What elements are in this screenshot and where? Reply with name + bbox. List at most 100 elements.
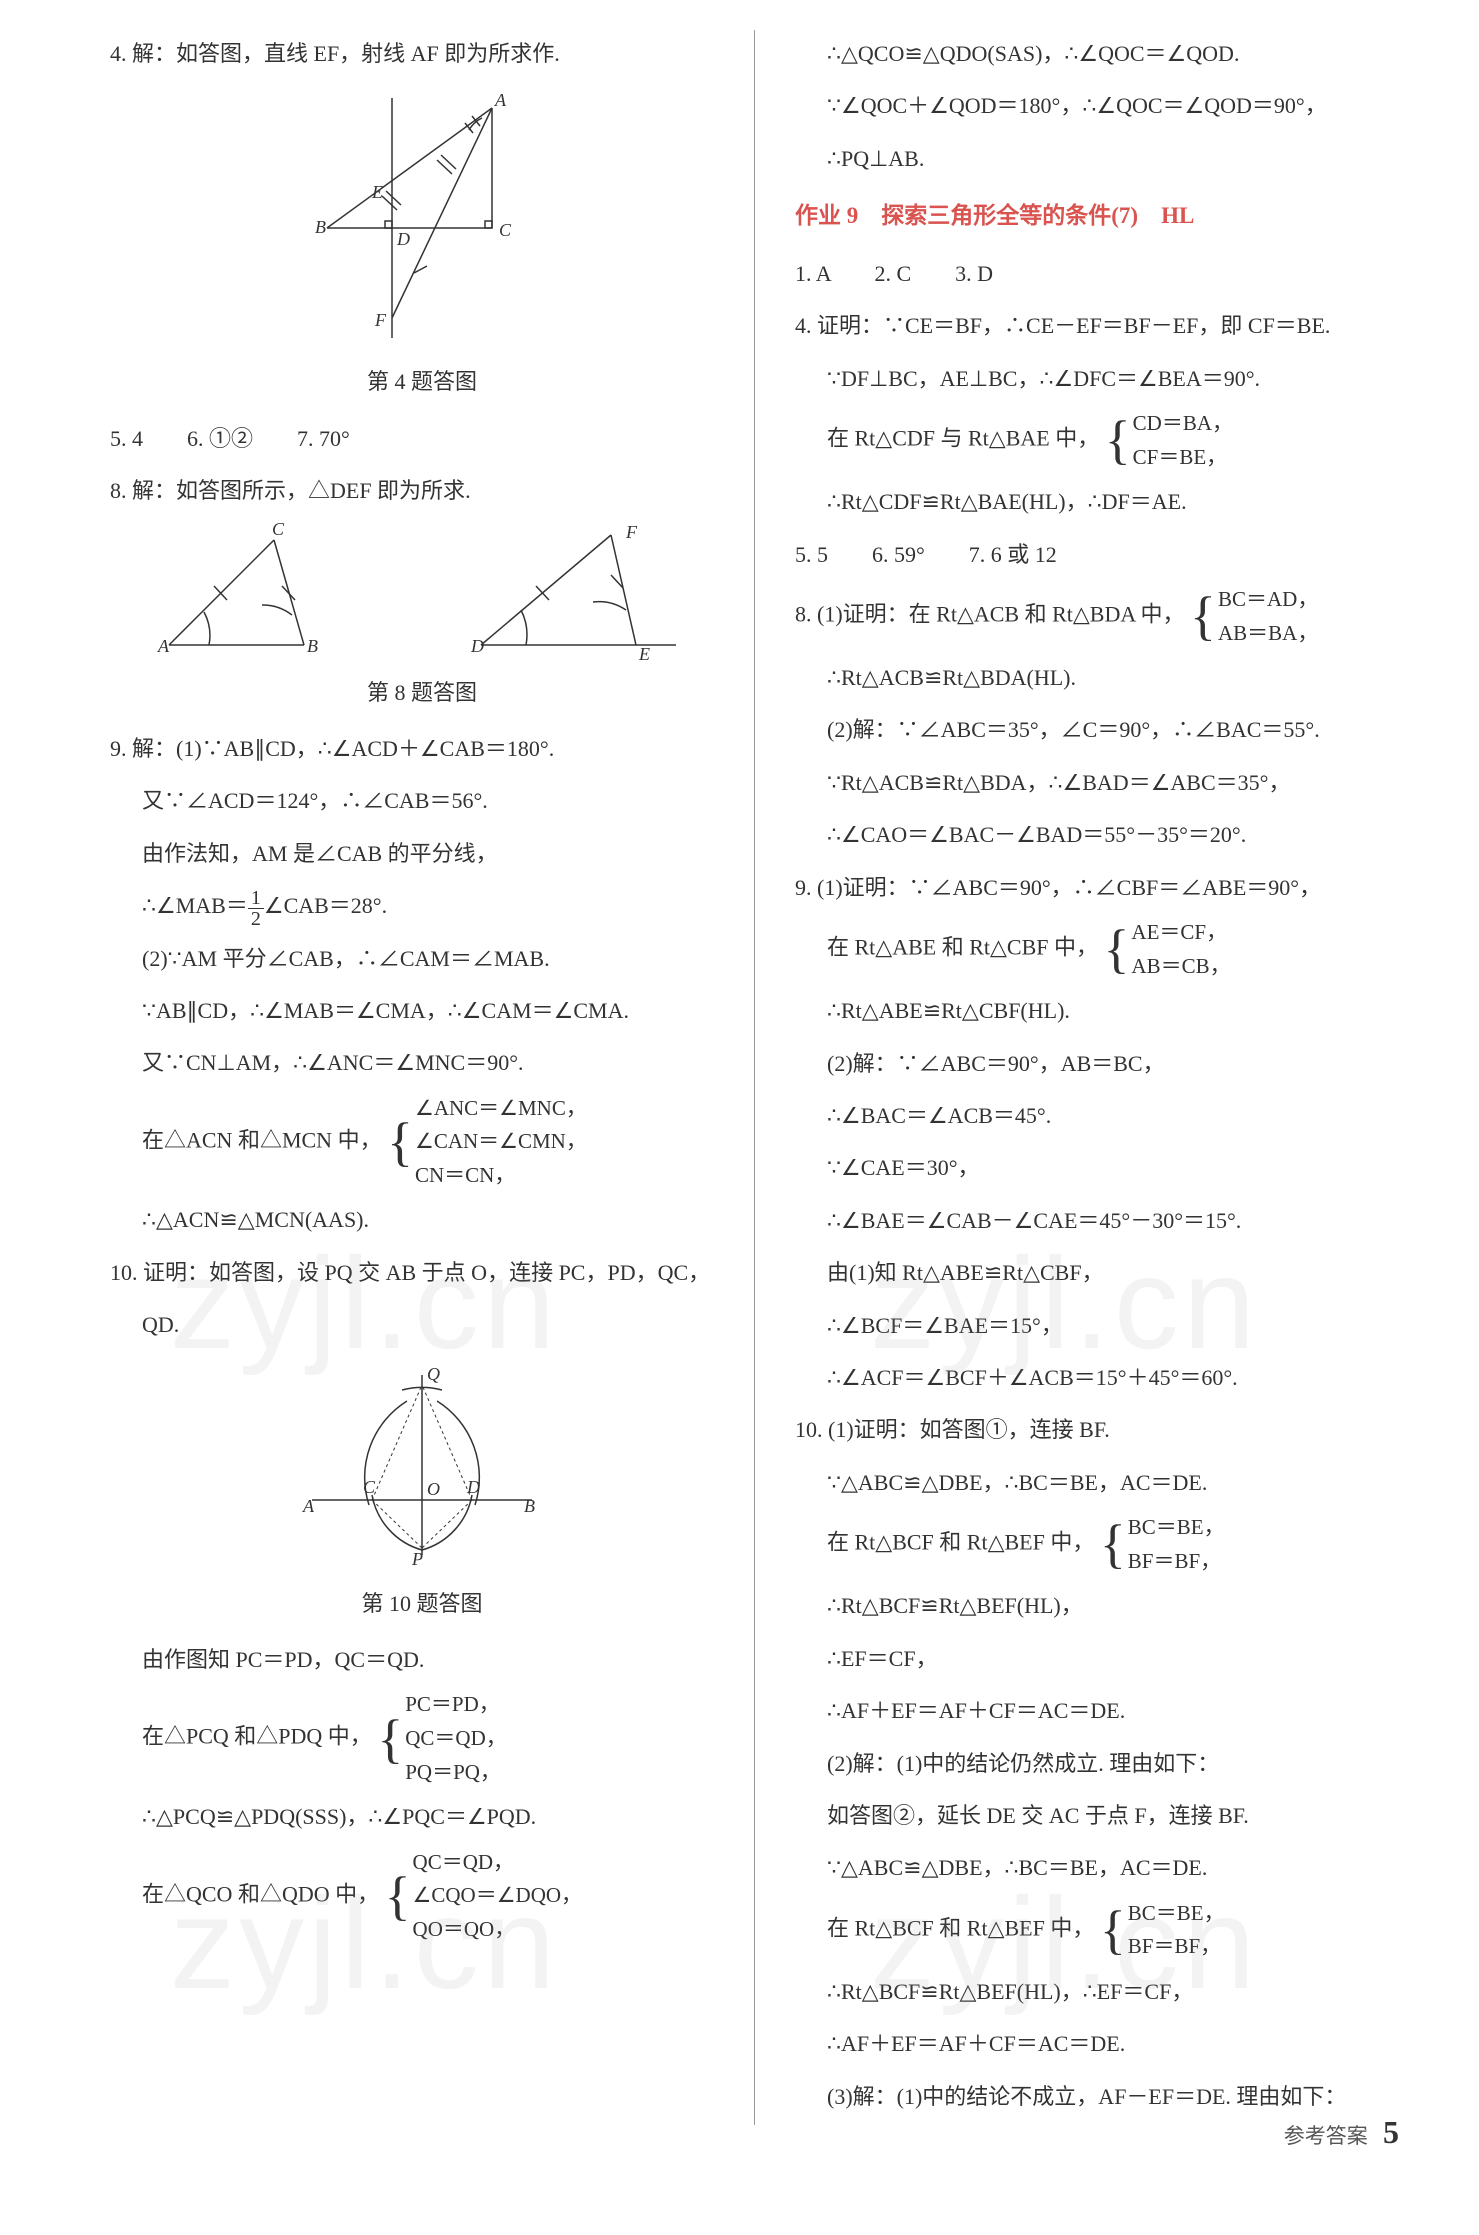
figure-8: CAB FDE <box>110 520 734 665</box>
q9-2c: 又∵CN⊥AM，∴∠ANC＝∠MNC＝90°. <box>110 1039 734 1087</box>
q10-d: 在△QCO 和△QDO 中， { QC＝QD， ∠CQO＝∠DQO， QO＝QO… <box>110 1846 734 1947</box>
page-columns: 4. 解：如答图，直线 EF，射线 AF 即为所求作. <box>110 30 1419 2125</box>
q4-c: 在 Rt△CDF 与 Rt△BAE 中， { CD＝BA， CF＝BE， <box>795 407 1419 474</box>
left-column: 4. 解：如答图，直线 EF，射线 AF 即为所求作. <box>110 30 755 2125</box>
q10-1d: ∴Rt△BCF≌Rt△BEF(HL)， <box>795 1582 1419 1630</box>
q9-2b: ∵AB∥CD，∴∠MAB＝∠CMA，∴∠CAM＝∠CMA. <box>110 987 734 1035</box>
q9-1c: ∴Rt△ABE≌Rt△CBF(HL). <box>795 987 1419 1035</box>
footer-page-number: 5 <box>1383 2114 1399 2150</box>
answers-1-3: 1. A 2. C 3. D <box>795 250 1419 298</box>
svg-text:C: C <box>499 220 512 240</box>
q9-2g: ∴∠ACF＝∠BCF＋∠ACB＝15°＋45°＝60°. <box>795 1354 1419 1402</box>
q9-2d-pre: 在△ACN 和△MCN 中， <box>142 1127 382 1152</box>
cont-a: ∴△QCO≌△QDO(SAS)，∴∠QOC＝∠QOD. <box>795 30 1419 78</box>
svg-text:D: D <box>396 229 410 249</box>
brace-line: PC＝PD， <box>405 1688 507 1722</box>
q10-b: 在△PCQ 和△PDQ 中， { PC＝PD， QC＝QD， PQ＝PQ， <box>110 1688 734 1789</box>
figure-10-caption: 第 10 题答图 <box>110 1580 734 1628</box>
q9-1b: 又∵∠ACD＝124°，∴∠CAB＝56°. <box>110 777 734 825</box>
brace-block: { PC＝PD， QC＝QD， PQ＝PQ， <box>377 1688 506 1789</box>
brace-line: ∠ANC＝∠MNC， <box>415 1092 587 1126</box>
q4-b: ∵DF⊥BC，AE⊥BC，∴∠DFC＝∠BEA＝90°. <box>795 355 1419 403</box>
brace-line: PQ＝PQ， <box>405 1756 507 1790</box>
q4-a: 4. 证明：∵CE＝BF，∴CE－EF＝BF－EF，即 CF＝BE. <box>795 302 1419 350</box>
brace-line: QO＝QO， <box>413 1913 583 1947</box>
brace-line: AE＝CF， <box>1131 916 1230 950</box>
fraction-half: 12 <box>248 888 264 929</box>
page-footer: 参考答案 5 <box>1284 2097 1399 2167</box>
svg-text:C: C <box>363 1477 376 1497</box>
answers-5-6-7: 5. 4 6. ①② 7. 70° <box>110 415 734 463</box>
brace-block: { CD＝BA， CF＝BE， <box>1105 407 1233 474</box>
figure-4: A B C D E F <box>110 88 734 348</box>
q10-2a: (2)解：(1)中的结论仍然成立. 理由如下： <box>795 1740 1419 1788</box>
brace-line: ∠CQO＝∠DQO， <box>413 1879 583 1913</box>
svg-text:C: C <box>272 520 285 539</box>
q8-1-pre: 8. (1)证明：在 Rt△ACB 和 Rt△BDA 中， <box>795 602 1185 627</box>
q9-2c: ∵∠CAE＝30°， <box>795 1144 1419 1192</box>
q10-a: 由作图知 PC＝PD，QC＝QD. <box>110 1636 734 1684</box>
svg-text:E: E <box>638 644 650 664</box>
brace-line: CD＝BA， <box>1133 407 1233 441</box>
q9-1d-post: ∠CAB＝28°. <box>264 893 387 918</box>
q9-2d: 在△ACN 和△MCN 中， { ∠ANC＝∠MNC， ∠CAN＝∠CMN， C… <box>110 1092 734 1193</box>
svg-text:A: A <box>302 1496 315 1516</box>
q10-b-pre: 在△PCQ 和△PDQ 中， <box>142 1724 372 1749</box>
brace-line: ∠CAN＝∠CMN， <box>415 1125 587 1159</box>
answers-5-7: 5. 5 6. 59° 7. 6 或 12 <box>795 531 1419 579</box>
brace-line: AB＝CB， <box>1131 950 1230 984</box>
q4-c-pre: 在 Rt△CDF 与 Rt△BAE 中， <box>827 426 1099 451</box>
q9-1a: 9. 解：(1)∵AB∥CD，∴∠ACD＋∠CAB＝180°. <box>110 725 734 773</box>
q10-c: ∴△PCQ≌△PDQ(SSS)，∴∠PQC＝∠PQD. <box>110 1793 734 1841</box>
brace-line: BF＝BF， <box>1128 1930 1225 1964</box>
svg-text:F: F <box>625 522 638 542</box>
cont-b: ∵∠QOC＋∠QOD＝180°，∴∠QOC＝∠QOD＝90°， <box>795 82 1419 130</box>
figure-8-caption: 第 8 题答图 <box>110 669 734 717</box>
svg-text:B: B <box>524 1496 535 1516</box>
q8-2c: ∴∠CAO＝∠BAC－∠BAD＝55°－35°＝20°. <box>795 811 1419 859</box>
brace-block: { BC＝BE， BF＝BF， <box>1100 1897 1225 1964</box>
q9-1a: 9. (1)证明：∵∠ABC＝90°，∴∠CBF＝∠ABE＝90°， <box>795 864 1419 912</box>
brace-line: BC＝BE， <box>1128 1511 1225 1545</box>
brace-line: CF＝BE， <box>1133 441 1233 475</box>
brace-line: BC＝BE， <box>1128 1897 1225 1931</box>
brace-block: { ∠ANC＝∠MNC， ∠CAN＝∠CMN， CN＝CN， <box>387 1092 587 1193</box>
brace-line: CN＝CN， <box>415 1159 587 1193</box>
q9-1d: ∴∠MAB＝12∠CAB＝28°. <box>110 882 734 930</box>
q9-1d-pre: ∴∠MAB＝ <box>142 893 248 918</box>
brace-line: BC＝AD， <box>1218 583 1318 617</box>
figure-4-caption: 第 4 题答图 <box>110 358 734 406</box>
brace-line: BF＝BF， <box>1128 1545 1225 1579</box>
q9-2d: ∴∠BAE＝∠CAB－∠CAE＝45°－30°＝15°. <box>795 1197 1419 1245</box>
brace-line: AB＝BA， <box>1218 617 1318 651</box>
q10-2b: 如答图②，延长 DE 交 AC 于点 F，连接 BF. <box>795 1792 1419 1840</box>
q9-2b: ∴∠BAC＝∠ACB＝45°. <box>795 1092 1419 1140</box>
q10-2e: ∴Rt△BCF≌Rt△BEF(HL)，∴EF＝CF， <box>795 1968 1419 2016</box>
brace-block: { AE＝CF， AB＝CB， <box>1104 916 1231 983</box>
q9-2a: (2)∵AM 平分∠CAB，∴∠CAM＝∠MAB. <box>110 935 734 983</box>
q4-d: ∴Rt△CDF≌Rt△BAE(HL)，∴DF＝AE. <box>795 478 1419 526</box>
svg-text:E: E <box>371 182 383 202</box>
q10-1b: ∵△ABC≌△DBE，∴BC＝BE，AC＝DE. <box>795 1459 1419 1507</box>
q10-1a: 10. (1)证明：如答图①，连接 BF. <box>795 1406 1419 1454</box>
q10-stem2: QD. <box>110 1301 734 1349</box>
q8-1b: ∴Rt△ACB≌Rt△BDA(HL). <box>795 654 1419 702</box>
q10-stem: 10. 证明：如答图，设 PQ 交 AB 于点 O，连接 PC，PD，QC， <box>110 1249 734 1297</box>
q9-2a: (2)解：∵∠ABC＝90°，AB＝BC， <box>795 1040 1419 1088</box>
q10-2c: ∵△ABC≌△DBE，∴BC＝BE，AC＝DE. <box>795 1844 1419 1892</box>
footer-label: 参考答案 <box>1284 2124 1368 2148</box>
brace-line: QC＝QD， <box>413 1846 583 1880</box>
q9-2e: ∴△ACN≌△MCN(AAS). <box>110 1196 734 1244</box>
section-title: 作业 9 探索三角形全等的条件(7) HL <box>795 191 1419 242</box>
brace-block: { BC＝BE， BF＝BF， <box>1100 1511 1225 1578</box>
q9-1b: 在 Rt△ABE 和 Rt△CBF 中， { AE＝CF， AB＝CB， <box>795 916 1419 983</box>
q9-1b-pre: 在 Rt△ABE 和 Rt△CBF 中， <box>827 935 1098 960</box>
svg-text:F: F <box>374 310 387 330</box>
q10-2d: 在 Rt△BCF 和 Rt△BEF 中， { BC＝BE， BF＝BF， <box>795 1897 1419 1964</box>
svg-text:B: B <box>315 217 326 237</box>
q10-1c-pre: 在 Rt△BCF 和 Rt△BEF 中， <box>827 1530 1094 1555</box>
q10-1e: ∴EF＝CF， <box>795 1635 1419 1683</box>
q10-1c: 在 Rt△BCF 和 Rt△BEF 中， { BC＝BE， BF＝BF， <box>795 1511 1419 1578</box>
cont-c: ∴PQ⊥AB. <box>795 135 1419 183</box>
q10-2d-pre: 在 Rt△BCF 和 Rt△BEF 中， <box>827 1915 1094 1940</box>
